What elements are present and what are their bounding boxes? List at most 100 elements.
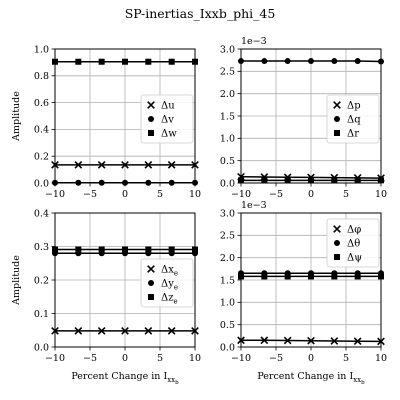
data-point: [145, 58, 152, 65]
y-tick-label: 0.0: [34, 178, 49, 189]
data-point: [122, 246, 128, 253]
data-point: [74, 161, 83, 169]
y-tick-label: 0.3: [34, 242, 49, 253]
x-tick-label: 0: [122, 189, 128, 200]
data-point: [331, 177, 338, 184]
subplot-top-left: −10 −5 0 5 10 0.0 0.2 0.4 0.6 0.8 1.0 Amplitude Δu Δv…: [11, 44, 201, 200]
y-tick-label: 1.0: [220, 134, 235, 145]
legend-marker: [148, 280, 154, 286]
data-point: [353, 337, 362, 346]
x-tick-label: −10: [45, 189, 65, 200]
legend-marker: [334, 240, 340, 246]
x-tick-label: −10: [231, 189, 251, 200]
figure-title: SP-inertias_Ixxb_phi_45: [125, 6, 276, 21]
legend-label: Δu: [161, 101, 175, 112]
y-tick-label: 1.5: [220, 275, 235, 286]
legend-label: Δv: [161, 115, 174, 126]
x-tick-label: 10: [189, 353, 201, 364]
data-point: [121, 327, 129, 335]
legend-marker: [333, 101, 341, 109]
y-tick-label: 1.0: [34, 44, 49, 55]
legend: Δφ Δθ Δψ: [326, 218, 380, 268]
legend-label: Δr: [347, 129, 359, 140]
data-point: [308, 58, 314, 65]
y-tick-label: 0.0: [34, 342, 49, 353]
x-tick-label: −5: [269, 353, 283, 364]
data-point: [168, 58, 175, 65]
y-tick-label: 0.0: [220, 178, 235, 189]
data-point: [144, 161, 153, 169]
y-tick-label: 0.4: [34, 208, 49, 219]
data-point: [331, 58, 338, 65]
x-axis-label: Percent Change in Ixxb: [71, 371, 179, 386]
data-point: [284, 177, 291, 184]
y-tick-label: 0.2: [34, 275, 49, 286]
legend: Δp Δq Δr: [326, 94, 380, 144]
x-tick-label: 10: [189, 189, 201, 200]
data-point: [307, 336, 315, 345]
data-point: [75, 246, 82, 253]
y-axis-label: Amplitude: [11, 255, 22, 306]
y-tick-label: 3.0: [220, 208, 235, 219]
data-point: [308, 177, 314, 184]
y-tick-label: 0.6: [34, 98, 49, 109]
y-tick-label: 1.0: [220, 298, 235, 309]
subplot-top-right: −10 −5 0 5 10 0.0 0.5 1.0 1.5 2.0 2.5 3.0 1e−3 Δp Δq Δr: [220, 36, 387, 200]
y-axis-label: Amplitude: [11, 91, 22, 142]
y-tick-label: 1.5: [220, 111, 235, 122]
legend-label: Δq: [347, 115, 361, 126]
x-tick-label: 0: [308, 189, 314, 200]
x-tick-label: −10: [45, 353, 65, 364]
data-point: [122, 58, 128, 65]
x-tick-label: 5: [343, 189, 349, 200]
data-point: [260, 336, 269, 345]
data-point: [144, 327, 153, 335]
series-x: [51, 327, 199, 335]
data-point: [121, 161, 129, 169]
y-tick-label: 0.8: [34, 71, 49, 82]
data-point: [261, 58, 268, 65]
legend-marker: [147, 265, 155, 273]
y-tick-label: 0.0: [220, 342, 235, 353]
legend-marker: [147, 101, 155, 109]
y-tick-label: 0.2: [34, 152, 49, 163]
x-tick-label: 0: [122, 353, 128, 364]
x-tick-label: 5: [157, 189, 163, 200]
data-point: [354, 273, 361, 280]
y-tick-label: 2.0: [220, 253, 235, 264]
y-tick-label: 3.0: [220, 44, 235, 55]
data-point: [330, 337, 339, 345]
legend: Δu Δv Δw: [140, 94, 194, 144]
legend-marker: [334, 130, 340, 136]
data-point: [145, 246, 152, 253]
legend-marker: [334, 116, 340, 122]
data-point: [167, 327, 176, 335]
legend-label: Δψ: [347, 253, 362, 264]
legend-marker: [333, 225, 341, 233]
legend-label: Δxe: [161, 265, 178, 278]
data-point: [354, 58, 361, 65]
x-tick-label: 5: [343, 353, 349, 364]
data-point: [284, 273, 291, 280]
x-tick-label: 10: [375, 189, 387, 200]
data-point: [98, 58, 105, 65]
legend-marker: [148, 130, 154, 136]
x-tick-label: −5: [83, 189, 97, 200]
y-tick-label: 2.5: [220, 67, 235, 78]
y-tick-label: 0.5: [220, 320, 235, 331]
legend-marker: [148, 294, 154, 300]
y-tick-label: 2.0: [220, 89, 235, 100]
y-tick-label: 0.1: [34, 309, 49, 320]
legend-label: Δze: [161, 293, 178, 306]
scale-label: 1e−3: [241, 36, 267, 47]
x-tick-label: −5: [83, 353, 97, 364]
legend-label: Δye: [161, 279, 178, 292]
data-point: [308, 273, 314, 280]
x-tick-label: 0: [308, 353, 314, 364]
legend-label: Δθ: [347, 239, 360, 250]
data-point: [97, 161, 106, 169]
x-tick-label: 5: [157, 353, 163, 364]
